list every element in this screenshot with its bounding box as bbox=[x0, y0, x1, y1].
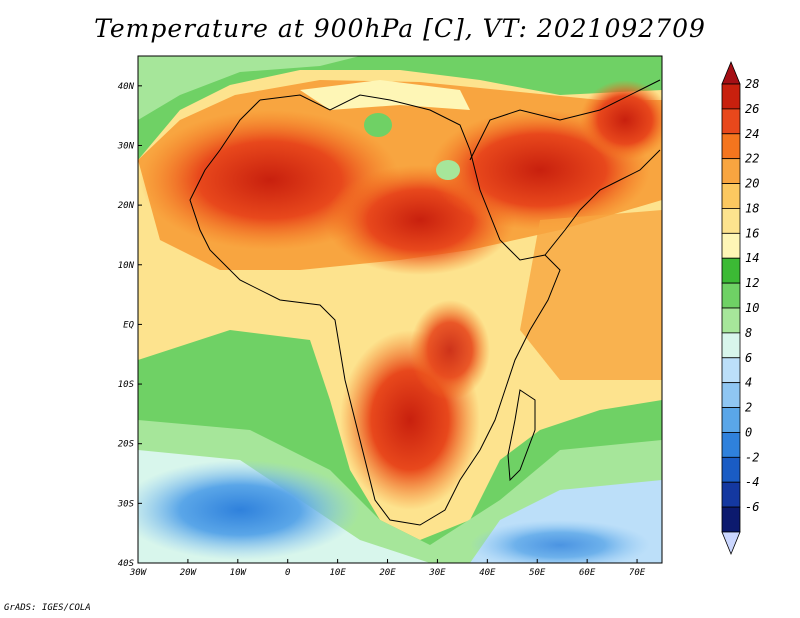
colorbar-label: 24 bbox=[745, 127, 759, 141]
colorbar-label: 6 bbox=[745, 351, 752, 365]
lon-tick-label: 50E bbox=[529, 568, 546, 578]
colorbar-box bbox=[721, 133, 741, 160]
lon-tick-label: 70E bbox=[629, 568, 646, 578]
temperature-field bbox=[138, 56, 662, 563]
longitude-axis: 30W 20W 10W 0 10E 20E 30E 40E 50E 60E 70E bbox=[129, 559, 646, 578]
lat-tick-label: 40N bbox=[118, 82, 135, 92]
colorbar-box bbox=[721, 83, 741, 110]
chart-title: Temperature at 900hPa [C], VT: 202109270… bbox=[94, 14, 706, 43]
lon-tick-label: 10E bbox=[329, 568, 346, 578]
lat-tick-label: 20S bbox=[118, 440, 135, 450]
colorbar-label: -4 bbox=[745, 475, 759, 489]
lat-tick-label: 10S bbox=[118, 380, 135, 390]
lon-tick-label: 60E bbox=[579, 568, 596, 578]
lat-tick-label: 30N bbox=[117, 141, 135, 151]
colorbar-box bbox=[721, 332, 741, 359]
colorbar-label: 12 bbox=[745, 276, 759, 290]
lon-tick-label: 40E bbox=[479, 568, 496, 578]
lon-tick-label: 0 bbox=[285, 568, 290, 578]
lon-tick-label: 20W bbox=[180, 568, 198, 578]
colorbar-box bbox=[721, 357, 741, 384]
colorbar-label: 16 bbox=[745, 226, 759, 240]
credit-label: GrADS: IGES/COLA bbox=[4, 603, 91, 613]
colorbar-box bbox=[721, 282, 741, 309]
colorbar-label: -2 bbox=[745, 450, 759, 464]
lon-tick-label: 30W bbox=[129, 568, 148, 578]
colorbar-box bbox=[721, 158, 741, 184]
colorbar-label: 4 bbox=[745, 376, 752, 390]
lon-tick-label: 30E bbox=[428, 568, 446, 578]
latitude-axis: 40N 30N 20N 10N EQ 10S 20S 30S 40S bbox=[117, 82, 142, 569]
colorbar-box bbox=[721, 208, 741, 234]
colorbar-box bbox=[721, 257, 741, 284]
colorbar-box bbox=[721, 481, 741, 508]
colorbar-box bbox=[721, 382, 741, 408]
colorbar-label: 26 bbox=[745, 102, 759, 116]
colorbar-label: 18 bbox=[745, 201, 759, 215]
map-frame bbox=[137, 55, 663, 564]
lat-tick-label: 30S bbox=[117, 499, 135, 509]
colorbar-box bbox=[721, 232, 741, 259]
lon-tick-label: 10W bbox=[230, 568, 248, 578]
colorbar-label: 28 bbox=[745, 77, 759, 91]
colorbar-label: 2 bbox=[745, 401, 752, 415]
colorbar-box bbox=[721, 407, 741, 433]
colorbar-box bbox=[721, 307, 741, 334]
colorbar-box bbox=[721, 506, 741, 533]
colorbar-label: 22 bbox=[745, 152, 759, 166]
colorbar-bottom-arrow bbox=[721, 531, 741, 556]
coastlines bbox=[189, 79, 661, 526]
lat-tick-label: 20N bbox=[118, 201, 135, 211]
colorbar-label: 8 bbox=[745, 326, 752, 340]
colorbar-label: -6 bbox=[745, 500, 759, 514]
colorbar-box bbox=[721, 108, 741, 135]
colorbar-label: 14 bbox=[745, 251, 759, 265]
lat-tick-label: 10N bbox=[118, 261, 135, 271]
colorbar-label: 10 bbox=[745, 301, 759, 315]
colorbar-box bbox=[721, 432, 741, 458]
lat-tick-label: 40S bbox=[118, 559, 135, 569]
colorbar-label: 20 bbox=[745, 177, 759, 191]
colorbar-box bbox=[721, 183, 741, 209]
colorbar-box bbox=[721, 456, 741, 483]
lon-tick-label: 20E bbox=[379, 568, 396, 578]
lat-tick-label: EQ bbox=[123, 320, 134, 330]
colorbar-label: 0 bbox=[745, 425, 752, 439]
colorbar-top-arrow bbox=[721, 60, 741, 85]
